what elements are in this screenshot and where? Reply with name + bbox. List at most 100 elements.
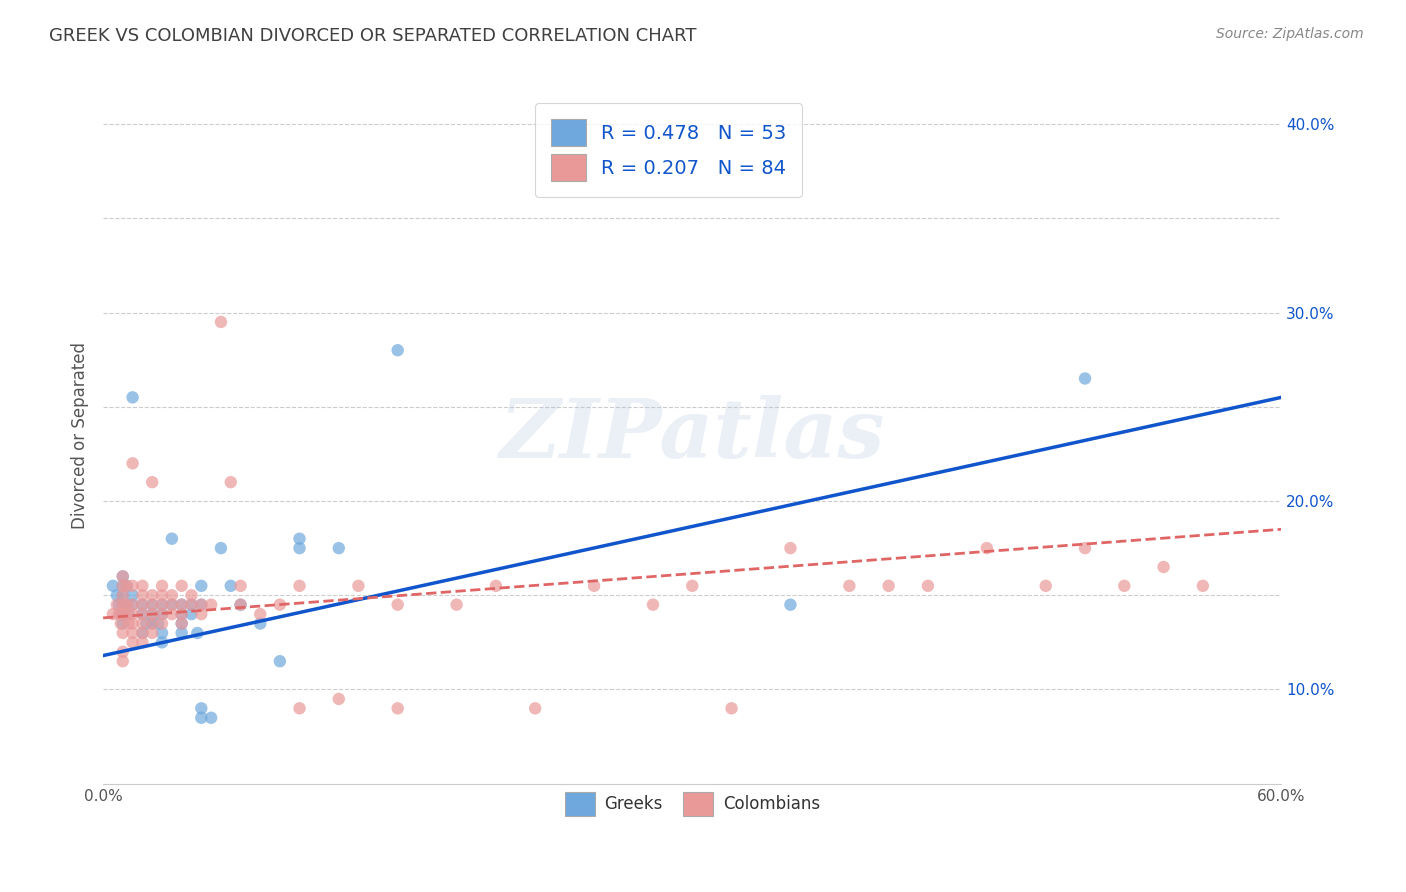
Point [160,598,183,612]
Point [328,692,350,706]
Point [131,579,153,593]
Point [131,616,153,631]
Point [219,475,242,490]
Point [101,607,124,621]
Point [186,626,208,640]
Point [387,701,409,715]
Point [121,390,143,404]
Point [583,579,606,593]
Point [111,598,134,612]
Point [150,598,173,612]
Point [524,701,547,715]
Point [150,635,173,649]
Point [288,701,311,715]
Point [111,598,134,612]
Point [115,598,138,612]
Point [485,579,508,593]
Y-axis label: Divorced or Separated: Divorced or Separated [72,342,89,529]
Point [111,579,134,593]
Point [108,607,131,621]
Point [141,616,163,631]
Point [170,616,193,631]
Text: GREEK VS COLOMBIAN DIVORCED OR SEPARATED CORRELATION CHART: GREEK VS COLOMBIAN DIVORCED OR SEPARATED… [49,27,697,45]
Point [170,607,193,621]
Point [180,607,202,621]
Point [976,541,998,556]
Point [160,588,183,602]
Point [131,598,153,612]
Point [131,588,153,602]
Point [229,598,252,612]
Point [180,588,202,602]
Point [141,588,163,602]
Point [150,598,173,612]
Point [108,598,131,612]
Point [1074,541,1097,556]
Point [779,598,801,612]
Point [347,579,370,593]
Point [170,579,193,593]
Point [160,598,183,612]
Point [101,579,124,593]
Point [641,598,664,612]
Point [121,616,143,631]
Point [131,598,153,612]
Point [328,541,350,556]
Point [229,579,252,593]
Point [200,598,222,612]
Point [111,607,134,621]
Point [121,607,143,621]
Point [190,711,212,725]
Point [141,607,163,621]
Point [387,598,409,612]
Point [141,598,163,612]
Point [838,579,860,593]
Point [288,541,311,556]
Point [160,607,183,621]
Point [121,588,143,602]
Point [110,607,132,621]
Point [111,569,134,583]
Point [150,588,173,602]
Point [135,616,157,631]
Point [121,598,143,612]
Point [209,541,232,556]
Point [150,607,173,621]
Point [121,579,143,593]
Point [170,607,193,621]
Point [190,598,212,612]
Point [118,607,141,621]
Point [111,607,134,621]
Point [121,598,143,612]
Point [131,626,153,640]
Point [170,616,193,631]
Point [209,315,232,329]
Point [387,343,409,358]
Point [111,579,134,593]
Point [219,579,242,593]
Point [115,579,138,593]
Point [190,598,212,612]
Point [121,635,143,649]
Point [111,645,134,659]
Point [170,598,193,612]
Point [446,598,468,612]
Point [190,607,212,621]
Point [229,598,252,612]
Point [190,579,212,593]
Point [131,607,153,621]
Point [105,588,128,602]
Point [249,607,271,621]
Point [681,579,703,593]
Point [115,579,138,593]
Point [917,579,939,593]
Point [146,616,169,631]
Point [141,475,163,490]
Point [1114,579,1136,593]
Point [118,616,141,631]
Point [190,701,212,715]
Point [111,588,134,602]
Point [111,654,134,668]
Point [115,598,138,612]
Point [1074,371,1097,385]
